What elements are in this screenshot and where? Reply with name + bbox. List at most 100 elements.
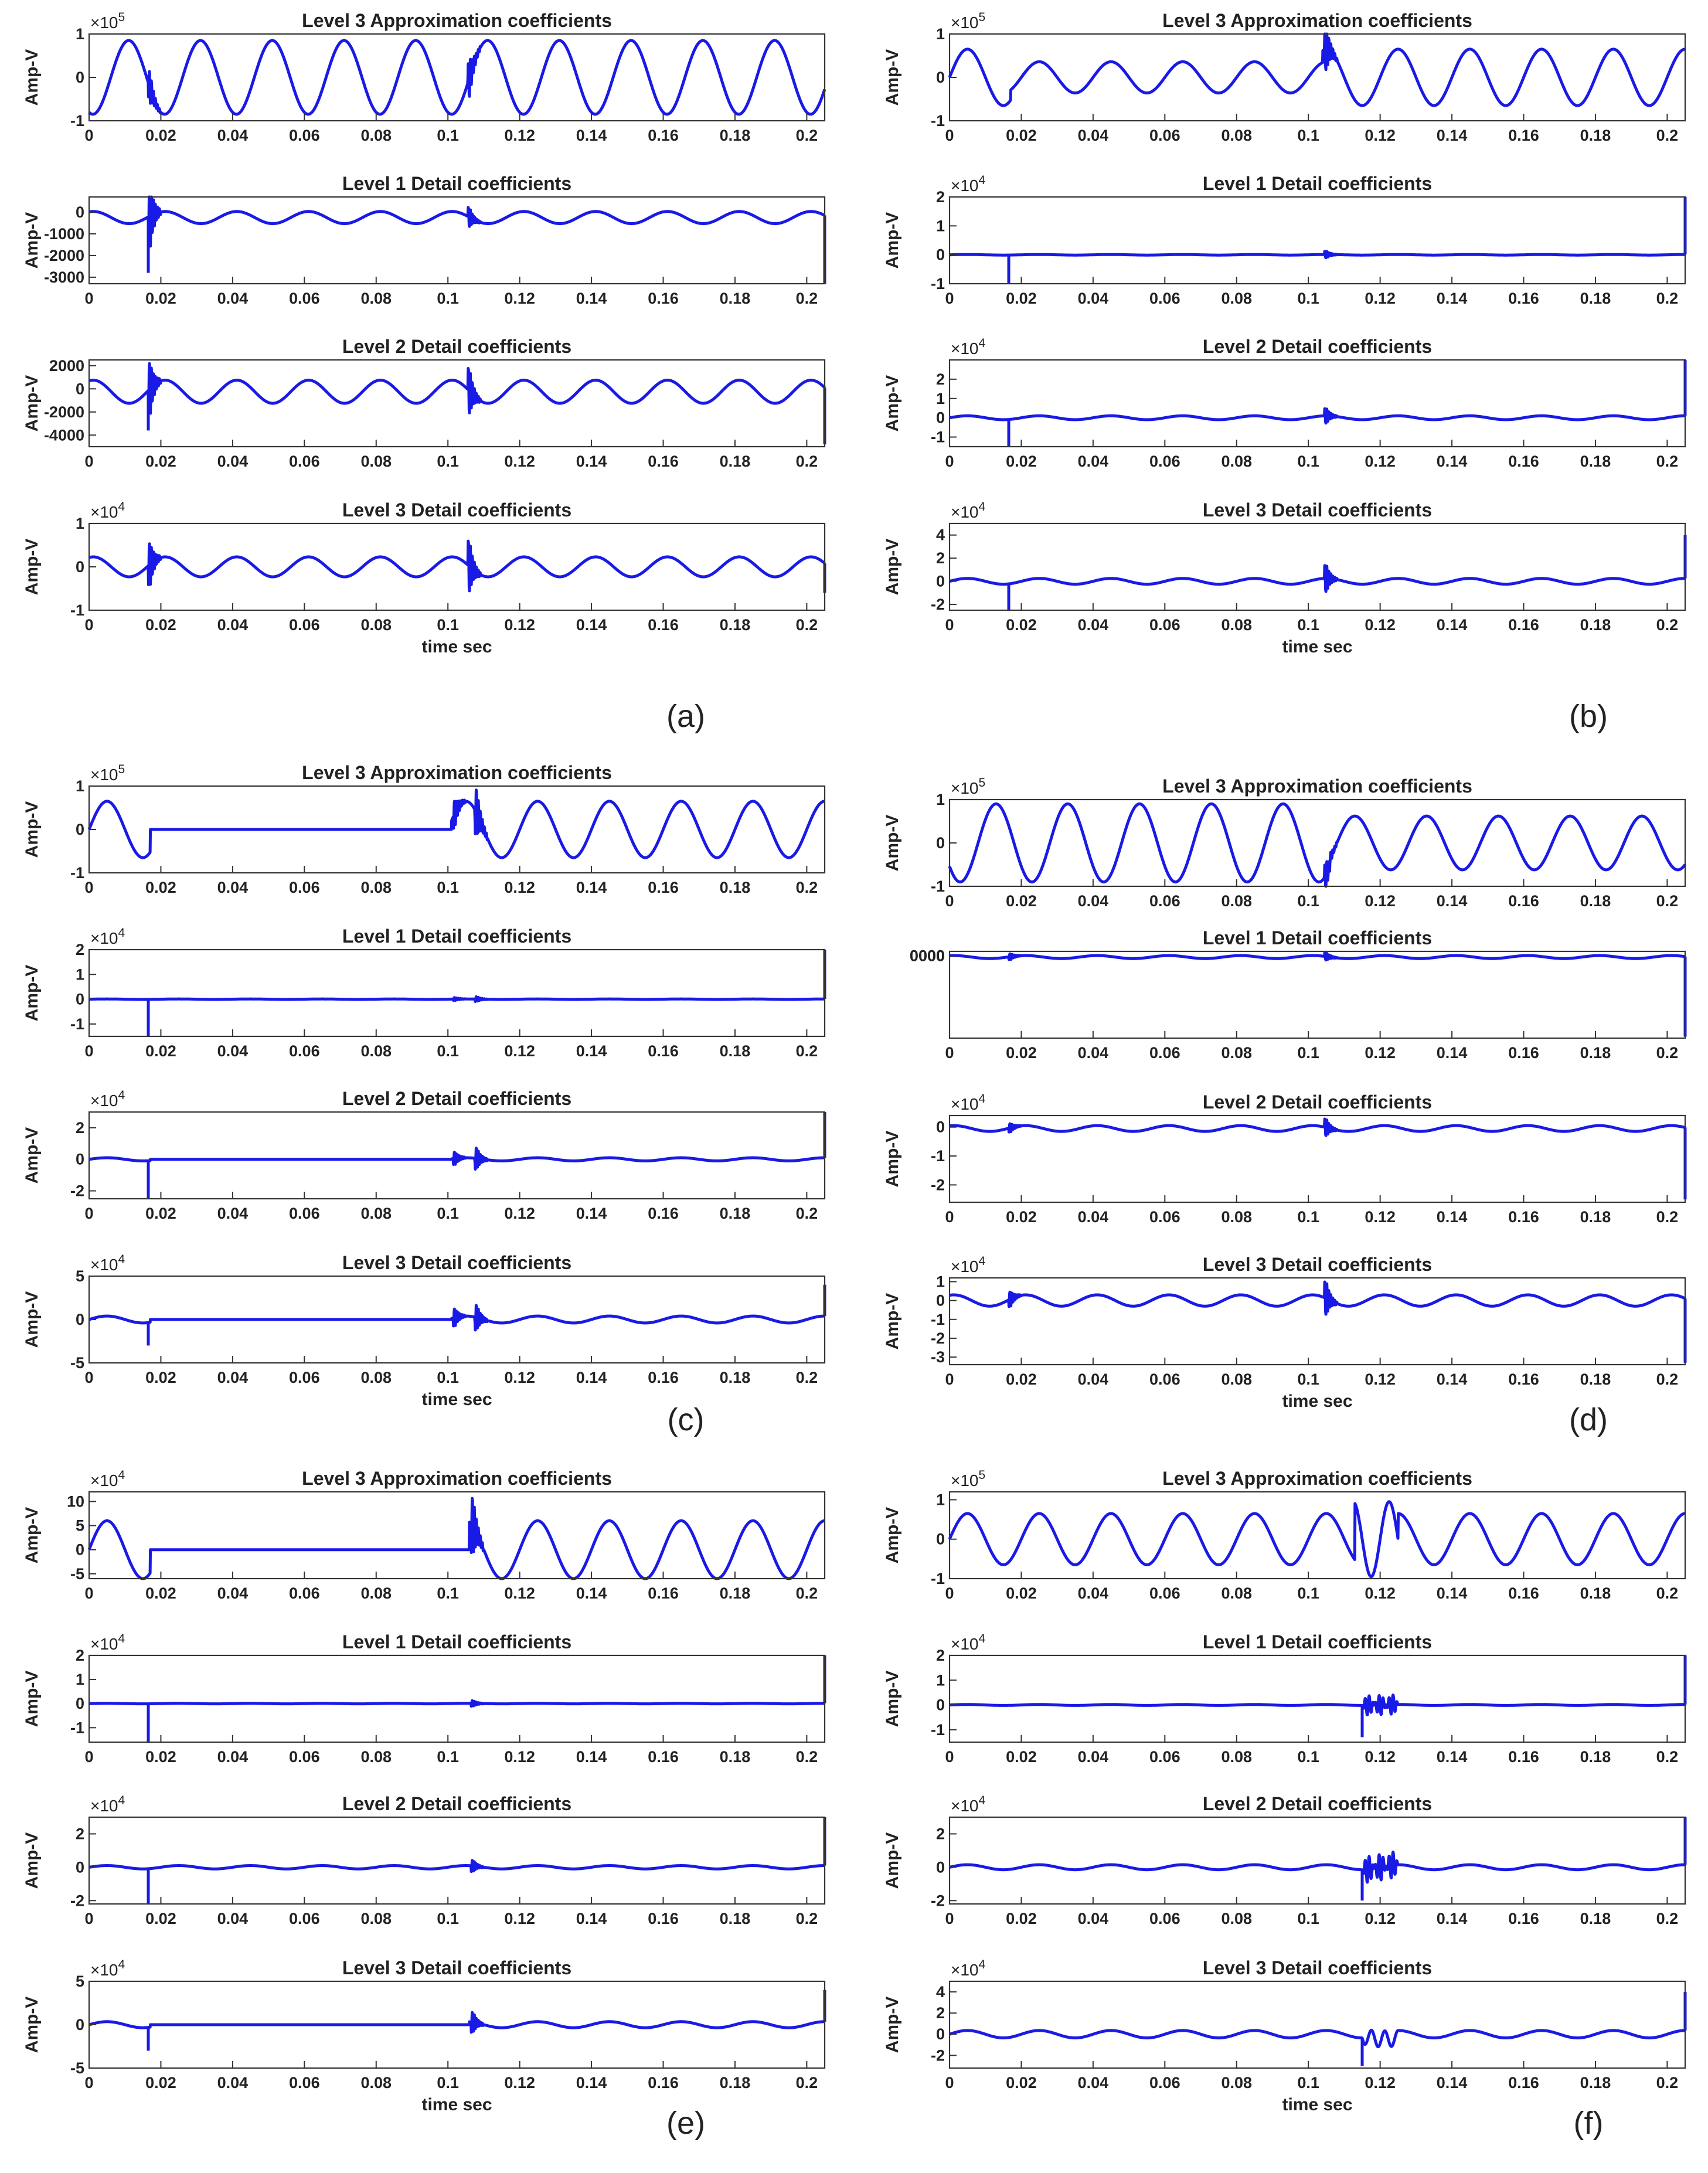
y-axis-label: Amp-V: [22, 965, 42, 1022]
x-tick-label: 0.2: [1656, 2074, 1679, 2092]
x-tick-label: 0.06: [289, 879, 320, 896]
x-tick-label: 0.08: [1221, 1208, 1252, 1226]
x-tick-label: 0.12: [1365, 1748, 1396, 1766]
x-tick-label: 0.08: [1221, 1044, 1252, 1062]
y-tick-label: 4: [936, 526, 945, 544]
panel-title: Level 1 Detail coefficients: [1203, 173, 1432, 194]
y-tick-label: 0: [936, 69, 945, 86]
figure-label: (e): [666, 2106, 705, 2141]
figure-label: (c): [668, 1402, 705, 1437]
x-tick-label: 0.02: [145, 616, 176, 634]
x-tick-label: 0.08: [1221, 1748, 1252, 1766]
x-tick-label: 0.08: [360, 616, 392, 634]
panel-title: Level 1 Detail coefficients: [1203, 1631, 1432, 1652]
x-tick-label: 0.1: [1297, 2074, 1319, 2092]
y-axis-label: Amp-V: [22, 1671, 42, 1727]
axis-multiplier: ×104: [951, 336, 986, 358]
x-tick-label: 0.12: [504, 616, 535, 634]
x-tick-label: 0.08: [1221, 1910, 1252, 1927]
x-tick-label: 0.1: [437, 879, 459, 896]
y-axis-label: Amp-V: [883, 815, 902, 872]
axis-multiplier: ×104: [90, 1794, 125, 1815]
x-tick-label: 0.1: [1297, 1584, 1319, 1602]
x-tick-label: 0.2: [796, 1748, 818, 1766]
x-tick-label: 0.02: [1006, 453, 1037, 470]
x-tick-label: 0: [945, 616, 954, 634]
x-tick-label: 0.2: [796, 453, 818, 470]
x-tick-label: 0: [945, 1044, 954, 1062]
y-tick-label: -1: [70, 601, 84, 619]
x-tick-label: 0.08: [360, 879, 392, 896]
x-tick-label: 0.02: [145, 1584, 176, 1602]
x-tick-label: 0.1: [1297, 127, 1319, 144]
x-tick-label: 0.16: [648, 453, 679, 470]
x-tick-label: 0: [945, 127, 954, 144]
x-tick-label: 0.18: [1580, 453, 1611, 470]
signal-trace: [948, 951, 1686, 962]
axis-multiplier: ×104: [951, 1958, 986, 1979]
x-tick-label: 0: [945, 1371, 954, 1388]
x-tick-label: 0.06: [289, 1910, 320, 1927]
figure-0: Level 3 Approximation coefficients ×105 Am…: [22, 10, 826, 734]
signal-trace: [88, 1859, 826, 1873]
x-tick-label: 0.18: [1580, 1584, 1611, 1602]
x-tick-label: 0.02: [145, 1748, 176, 1766]
y-tick-label: 1: [936, 217, 945, 234]
signal-trace: [88, 1147, 826, 1171]
y-tick-label: 1: [936, 390, 945, 407]
x-tick-label: 0.06: [289, 616, 320, 634]
y-tick-label: -1: [931, 112, 945, 130]
x-tick-label: 0.08: [1221, 290, 1252, 307]
x-tick-label: 0.12: [504, 1584, 535, 1602]
y-tick-label: 0: [76, 69, 84, 86]
x-tick-label: 0.14: [576, 1042, 607, 1060]
x-tick-label: 0.12: [504, 453, 535, 470]
axis-multiplier: ×104: [90, 1253, 125, 1274]
x-tick-label: 0.12: [504, 2074, 535, 2092]
x-tick-label: 0.14: [1437, 1748, 1468, 1766]
x-tick-label: 0: [945, 290, 954, 307]
x-tick-label: 0.18: [720, 453, 751, 470]
x-tick-label: 0.18: [1580, 2074, 1611, 2092]
x-tick-label: 0.1: [437, 1748, 459, 1766]
figure-label: (a): [666, 699, 705, 734]
panel-3-3: Level 3 Detail coefficients ×104 Amp-V -3-2…: [883, 1254, 1687, 1411]
x-tick-label: 0.14: [1437, 1910, 1468, 1927]
x-tick-label: 0.16: [648, 127, 679, 144]
y-tick-label: -3000: [44, 268, 84, 286]
y-tick-label: -2: [931, 1176, 945, 1193]
y-axis-label: Amp-V: [883, 1671, 902, 1727]
signal-trace: [88, 2011, 826, 2034]
x-tick-label: 0.18: [1580, 1748, 1611, 1766]
x-tick-label: 0.08: [360, 1369, 392, 1386]
axis-multiplier: ×104: [90, 1632, 125, 1653]
x-tick-label: 0.16: [648, 1584, 679, 1602]
x-tick-label: 0.14: [576, 1584, 607, 1602]
x-tick-label: 0.2: [1656, 892, 1679, 910]
plot-frame: [88, 359, 826, 448]
x-tick-label: 0.02: [145, 1369, 176, 1386]
y-tick-label: 2000: [49, 357, 84, 375]
x-tick-label: 0.06: [289, 1205, 320, 1222]
x-tick-label: 0: [84, 1748, 93, 1766]
panel-0-1: Level 1 Detail coefficients Amp-V-3000 -20…: [22, 173, 826, 307]
plot-frame: [948, 1654, 1686, 1743]
x-tick-label: 0: [945, 1910, 954, 1927]
y-tick-label: 0: [936, 1292, 945, 1310]
x-tick-label: 0.02: [145, 2074, 176, 2092]
x-tick-label: 0.16: [1508, 1208, 1539, 1226]
y-tick-label: -2: [70, 1892, 84, 1909]
x-tick-label: 0.18: [720, 879, 751, 896]
x-tick-label: 0.02: [1006, 290, 1037, 307]
x-axis-label: time sec: [421, 1390, 492, 1409]
x-tick-label: 0: [84, 1369, 93, 1386]
signal-trace: [948, 407, 1686, 425]
panel-title: Level 1 Detail coefficients: [342, 926, 571, 947]
x-tick-label: 0.08: [360, 127, 392, 144]
x-tick-label: 0.04: [217, 1910, 249, 1927]
signal-trace: [88, 1304, 826, 1332]
x-tick-label: 0.04: [1078, 1910, 1109, 1927]
panel-title: Level 3 Approximation coefficients: [302, 762, 612, 783]
x-tick-label: 0.18: [720, 127, 751, 144]
